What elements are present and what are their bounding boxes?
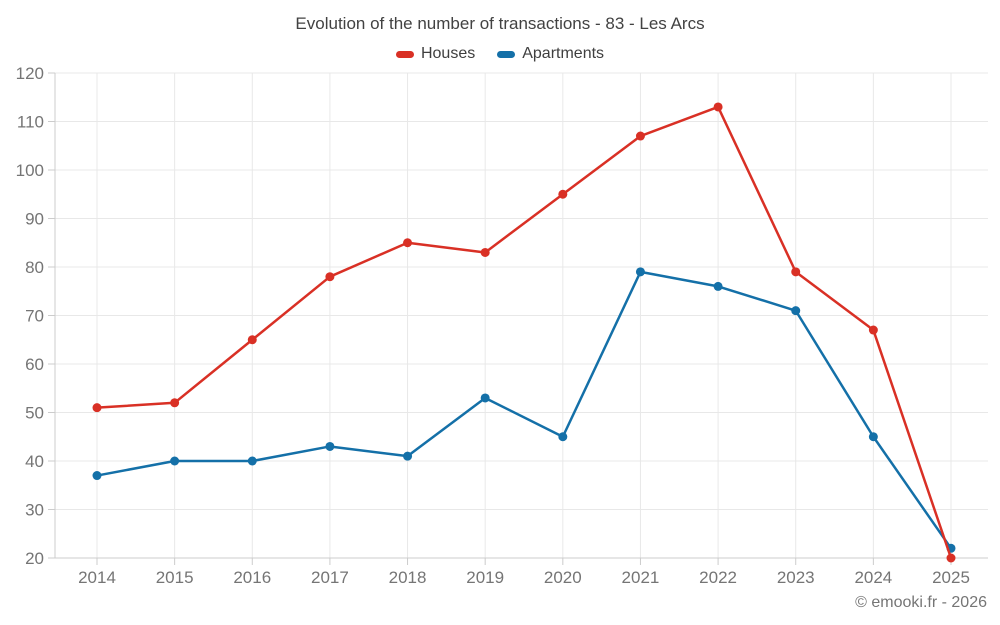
y-axis-label: 20 <box>25 549 44 568</box>
houses-point-2024 <box>868 325 878 335</box>
legend-label-apartments: Apartments <box>522 45 605 62</box>
houses-point-2017 <box>325 272 335 282</box>
y-axis-label: 110 <box>17 113 44 132</box>
houses-point-2014 <box>92 403 102 413</box>
houses-point-2018 <box>403 238 413 248</box>
apartments-point-2019 <box>480 393 490 403</box>
apartments-point-2017 <box>325 441 335 451</box>
x-axis-label: 2024 <box>854 568 892 587</box>
houses-point-2025 <box>946 553 956 563</box>
y-axis-label: 80 <box>25 258 44 277</box>
x-axis-label: 2014 <box>78 568 116 587</box>
apartments-point-2024 <box>868 432 878 442</box>
y-axis-label: 50 <box>25 404 44 423</box>
x-axis-label: 2017 <box>311 568 349 587</box>
copyright-footer: © emooki.fr - 2026 <box>855 594 987 611</box>
chart-title: Evolution of the number of transactions … <box>295 14 705 33</box>
legend-label-houses: Houses <box>420 45 476 62</box>
y-axis-label: 40 <box>25 452 44 471</box>
apartments-point-2022 <box>713 281 723 291</box>
apartments-point-2014 <box>92 471 102 481</box>
houses-point-2020 <box>558 189 568 199</box>
y-axis-label: 30 <box>25 501 44 520</box>
houses-point-2019 <box>480 247 490 257</box>
x-axis-label: 2023 <box>777 568 815 587</box>
y-axis-label: 90 <box>25 210 44 229</box>
y-axis-label: 120 <box>16 64 44 83</box>
apartments-point-2015 <box>170 456 180 466</box>
houses-point-2021 <box>635 131 645 141</box>
houses-series-line <box>95 105 953 560</box>
legend-item-apartments[interactable]: Apartments <box>497 45 604 63</box>
apartments-series-line <box>95 270 953 550</box>
x-axis-label: 2020 <box>544 568 582 587</box>
y-axis-label: 100 <box>16 161 44 180</box>
y-axis-label: 60 <box>25 355 44 374</box>
houses-point-2022 <box>713 102 723 112</box>
x-axis-label: 2019 <box>466 568 504 587</box>
x-axis-label: 2022 <box>699 568 737 587</box>
apartments-point-2021 <box>635 267 645 277</box>
apartments-point-2018 <box>403 451 413 461</box>
chart-legend: Houses Apartments <box>0 45 1000 63</box>
x-axis-label: 2016 <box>233 568 271 587</box>
x-axis-label: 2025 <box>932 568 970 587</box>
apartments-point-2023 <box>791 306 801 316</box>
houses-point-2023 <box>791 267 801 277</box>
apartments-series-swatch <box>497 50 516 58</box>
x-axis-label: 2018 <box>389 568 427 587</box>
apartments-point-2016 <box>247 456 257 466</box>
houses-point-2015 <box>170 398 180 408</box>
houses-series-swatch <box>395 50 414 58</box>
x-axis-label: 2021 <box>622 568 660 587</box>
apartments-point-2020 <box>558 432 568 442</box>
y-axis-label: 70 <box>25 307 44 326</box>
legend-item-houses[interactable]: Houses <box>395 45 476 63</box>
houses-point-2016 <box>247 335 257 345</box>
x-axis-label: 2015 <box>156 568 194 587</box>
